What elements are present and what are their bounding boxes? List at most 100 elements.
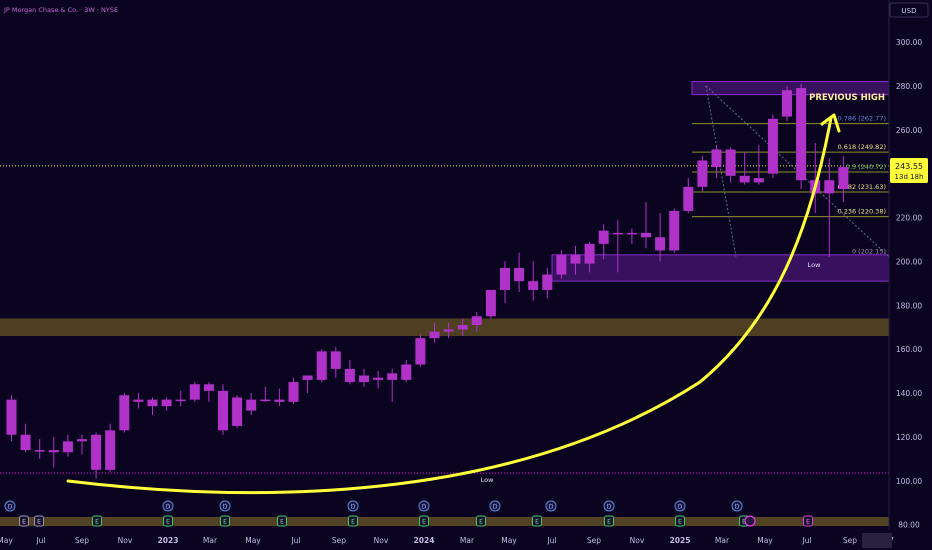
price-badge-countdown: 13d 18h bbox=[895, 173, 924, 181]
low-zone-label: Low bbox=[808, 261, 821, 269]
dividend-marker bbox=[731, 500, 743, 512]
time-axis[interactable]: May Jul Sep Nov 2023 Mar May Jul Sep Nov 2024 Mar Ma… bbox=[0, 533, 894, 548]
candle-body bbox=[739, 175, 750, 183]
candle-body bbox=[612, 232, 623, 235]
candle-body bbox=[570, 254, 581, 264]
candle-body bbox=[105, 430, 116, 470]
time-tick-label: Mar bbox=[203, 536, 218, 545]
candle-body bbox=[175, 399, 186, 402]
uptrend-arrow-head bbox=[820, 113, 841, 133]
time-tick-label: Mar bbox=[715, 536, 730, 545]
candle-body bbox=[669, 210, 680, 251]
price-axis-background[interactable] bbox=[889, 0, 932, 550]
earnings-marker bbox=[277, 515, 287, 527]
candle-body bbox=[626, 232, 637, 235]
time-tick-label: Sep bbox=[75, 536, 89, 545]
earnings-marker bbox=[163, 515, 173, 527]
fib-level-label: 0.382 (231.63) bbox=[838, 183, 887, 191]
candle-body bbox=[387, 373, 398, 380]
price-tick-label: 180.00 bbox=[896, 301, 922, 310]
candle-body bbox=[415, 338, 426, 365]
time-tick-label: Jul bbox=[35, 536, 45, 545]
dividend-marker bbox=[162, 500, 174, 512]
earnings-marker bbox=[34, 515, 44, 527]
dividend-marker-label: D bbox=[422, 504, 427, 511]
earnings-marker-label: E bbox=[678, 519, 682, 526]
candle-body bbox=[401, 364, 412, 380]
candle-body bbox=[471, 316, 482, 326]
chart-title: JP Morgan Chase & Co. · 3W · NYSE bbox=[3, 6, 118, 14]
earnings-marker-label: E bbox=[351, 519, 355, 526]
candle-body bbox=[359, 375, 369, 383]
time-tick-label: Sep bbox=[587, 536, 601, 545]
currency-box[interactable] bbox=[889, 2, 929, 18]
time-tick-label: 2024 bbox=[414, 536, 435, 545]
earnings-marker bbox=[92, 515, 102, 527]
price-badge bbox=[890, 158, 928, 183]
previous-high-label: PREVIOUS HIGH bbox=[809, 93, 885, 103]
dividend-marker-label: D bbox=[549, 504, 554, 511]
candle-body bbox=[457, 325, 468, 330]
earnings-marker bbox=[476, 515, 486, 527]
dividend-marker bbox=[603, 500, 615, 512]
split-marker bbox=[744, 515, 756, 527]
dividend-marker bbox=[489, 500, 501, 512]
candle-body bbox=[62, 441, 73, 453]
dividend-marker bbox=[418, 500, 430, 512]
candle-body bbox=[48, 450, 59, 453]
fib-level-label: 0.5 (240.72) bbox=[846, 163, 886, 171]
candle-body bbox=[133, 399, 144, 402]
fib-drop-line bbox=[705, 85, 737, 257]
candle-body bbox=[302, 375, 313, 380]
candle-body bbox=[824, 180, 835, 194]
dividend-marker-label: D bbox=[223, 504, 228, 511]
candle-body bbox=[556, 254, 567, 275]
candle-body bbox=[655, 237, 666, 251]
time-tick-label: Sep bbox=[843, 536, 857, 545]
time-tick-label: 2023 bbox=[158, 536, 179, 545]
candle-body bbox=[189, 384, 200, 400]
time-tick-label: Sep bbox=[332, 536, 346, 545]
earnings-marker-label: E bbox=[166, 519, 170, 526]
uptrend-arrow-curve bbox=[66, 116, 833, 495]
candle-body bbox=[147, 399, 158, 407]
earnings-marker bbox=[604, 515, 614, 527]
fib-level-label: 0.618 (249.82) bbox=[838, 143, 887, 151]
time-tick-label: May bbox=[0, 536, 13, 545]
fibonacci-layer: 0.786 (262.77) 0.618 (249.82) 0.5 (240.72)… bbox=[692, 85, 890, 258]
time-axis-current-box bbox=[862, 533, 892, 548]
candle-body bbox=[528, 281, 539, 290]
candle-body bbox=[232, 397, 243, 426]
candle-body bbox=[20, 434, 31, 451]
price-tick-label: 100.00 bbox=[896, 477, 922, 486]
low-line-label: Low bbox=[481, 476, 494, 484]
dividend-marker bbox=[219, 500, 231, 512]
candle-body bbox=[683, 186, 694, 211]
price-tick-label: 160.00 bbox=[896, 345, 922, 354]
fib-level-label: 0.786 (262.77) bbox=[838, 115, 887, 123]
earnings-marker-label: E bbox=[607, 519, 611, 526]
candle-body bbox=[542, 274, 553, 290]
candle-body bbox=[725, 149, 736, 176]
earnings-marker-label: E bbox=[535, 519, 539, 526]
candles-layer bbox=[6, 83, 849, 479]
earnings-marker bbox=[19, 515, 29, 527]
candle-body bbox=[203, 384, 214, 391]
dividend-marker bbox=[545, 500, 557, 512]
candle-body bbox=[119, 395, 130, 431]
candle-body bbox=[500, 267, 510, 290]
time-tick-label: Mar bbox=[460, 536, 475, 545]
price-tick-label: 280.00 bbox=[896, 82, 922, 91]
price-tick-label: 140.00 bbox=[896, 389, 922, 398]
dividend-marker-label: D bbox=[493, 504, 498, 511]
earnings-marker bbox=[348, 515, 358, 527]
dividend-marker-label: D bbox=[607, 504, 612, 511]
candle-body bbox=[274, 399, 285, 402]
candle-body bbox=[316, 351, 327, 380]
candle-body bbox=[711, 149, 722, 168]
price-tick-label: 220.00 bbox=[896, 214, 922, 223]
earnings-marker-label: E bbox=[22, 519, 26, 526]
price-tick-label: 120.00 bbox=[896, 433, 922, 442]
